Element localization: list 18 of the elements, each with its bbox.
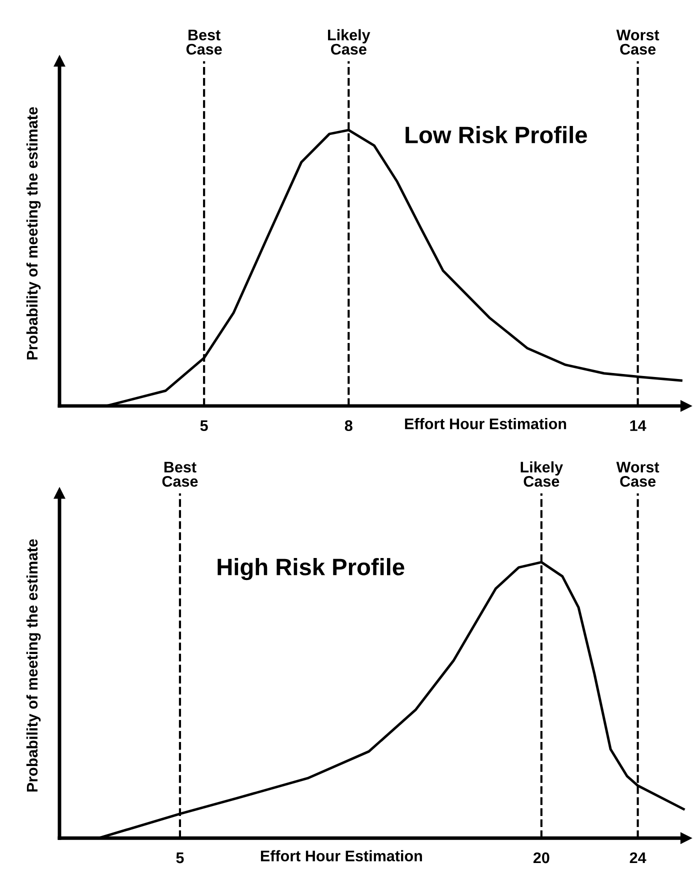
y-axis-title: Probability of meeting the estimate — [26, 539, 41, 792]
x-tick-label: 14 — [630, 420, 646, 431]
ref-line-label: Worst Case — [616, 30, 660, 55]
ref-line-label: Best Case — [162, 462, 198, 487]
chart-title: Low Risk Profile — [406, 126, 587, 144]
x-tick-label: 8 — [344, 420, 352, 432]
x-tick-label: 20 — [533, 852, 550, 864]
x-tick-label: 5 — [176, 852, 184, 864]
ref-line-label: Worst Case — [616, 462, 660, 487]
x-tick-label: 24 — [630, 852, 646, 864]
x-axis-title: Effort Hour Estimation — [260, 850, 422, 862]
x-tick-label: 5 — [200, 420, 208, 432]
y-axis-title: Probability of meeting the estimate — [26, 107, 41, 360]
chart-title: High Risk Profile — [218, 558, 404, 580]
x-axis-title: Effort Hour Estimation — [405, 418, 566, 430]
ref-line-label: Best Case — [186, 30, 222, 55]
ref-line-label: Likely Case — [328, 29, 370, 55]
ref-line-label: Likely Case — [520, 461, 563, 487]
